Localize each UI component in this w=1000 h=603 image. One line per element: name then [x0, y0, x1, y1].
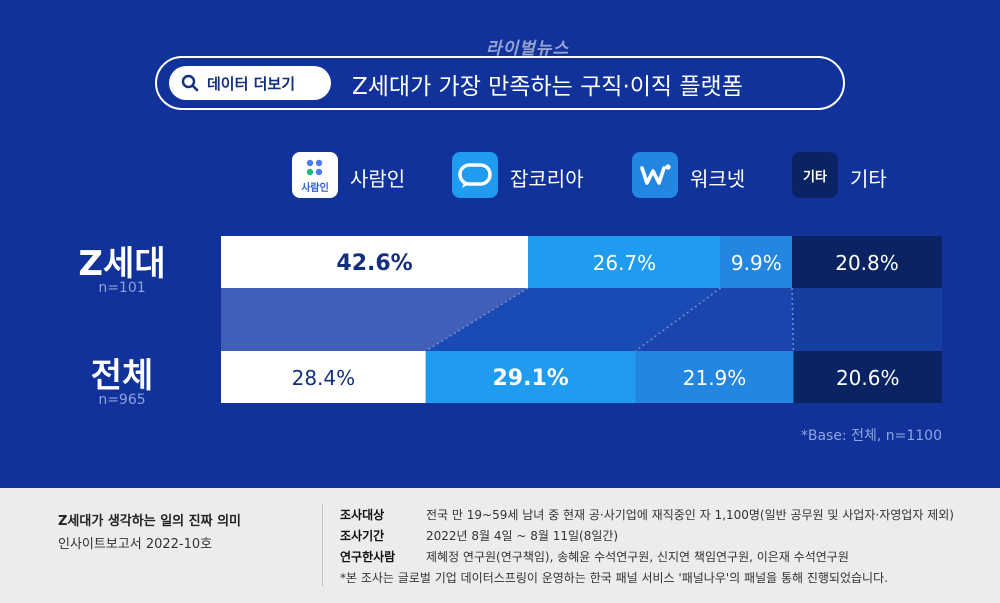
- survey-note: *본 조사는 글로벌 기업 데이터스프링이 운영하는 한국 패널 서비스 '패널…: [340, 571, 888, 585]
- connector-line: [791, 287, 795, 352]
- bar-segment: [720, 236, 793, 288]
- connector-jobkorea: [425, 288, 721, 351]
- row-sample-size-total: n=965: [98, 392, 146, 408]
- stacked-bar-chart: 42.6% 26.7% 9.9% 20.8% 28.4% 29.1% 21.9% 20.6%: [221, 236, 942, 403]
- page-title: Z세대가 가장 만족하는 구직·이직 플랫폼: [352, 74, 743, 100]
- legend-label: 기타: [850, 167, 887, 191]
- legend-label: 사람인: [350, 167, 406, 191]
- bar-segment: [528, 236, 721, 288]
- legend-label: 워크넷: [690, 167, 746, 191]
- data-label: 26.7%: [593, 251, 657, 275]
- data-label: 9.9%: [731, 251, 782, 275]
- report-title: Z세대가 생각하는 일의 진짜 의미: [58, 514, 242, 529]
- info-key: 조사기간: [340, 529, 385, 543]
- infographic-main: 라이벌뉴스 데이터 더보기 Z세대가 가장 만족하는 구직·이직 플랫폼 사람인…: [78, 39, 942, 444]
- legend-label: 잡코리아: [510, 167, 584, 191]
- row-title-gen-z: Z세대: [78, 244, 166, 284]
- bar-segment: [792, 236, 942, 288]
- saramin-logo-text: 사람인: [301, 183, 329, 194]
- data-label: 20.6%: [836, 366, 900, 390]
- search-icon: [181, 74, 199, 92]
- connector-line: [425, 287, 529, 352]
- data-label: 21.9%: [683, 366, 747, 390]
- other-icon: 기타: [792, 152, 838, 198]
- footer: Z세대가 생각하는 일의 진짜 의미 인사이트보고서 2022-10호 조사대상…: [0, 488, 1000, 603]
- saramin-logo-icon: 사람인: [292, 152, 338, 198]
- data-more-label: 데이터 더보기: [207, 75, 296, 93]
- info-value: 2022년 8월 4일 ~ 8월 11일(8일간): [426, 529, 619, 543]
- connector-worknet: [635, 288, 794, 351]
- data-label: 28.4%: [292, 366, 356, 390]
- watermark: 라이벌뉴스: [486, 39, 570, 59]
- bar-segment: [793, 351, 942, 403]
- data-more-button[interactable]: 데이터 더보기: [169, 66, 331, 100]
- divider: [322, 504, 323, 586]
- base-note: *Base: 전체, n=1100: [800, 428, 942, 444]
- jobkorea-logo-icon: [452, 152, 498, 198]
- data-label: 42.6%: [336, 251, 412, 276]
- row-sample-size-gen-z: n=101: [98, 280, 146, 296]
- bar-segment: [221, 351, 426, 403]
- info-key: 연구한사람: [340, 550, 396, 564]
- data-label: 20.8%: [835, 251, 899, 275]
- title-banner: 데이터 더보기 Z세대가 가장 만족하는 구직·이직 플랫폼: [155, 56, 845, 110]
- other-icon-text: 기타: [803, 170, 827, 185]
- bar-segment: [635, 351, 794, 403]
- bar-segment: [425, 351, 636, 403]
- data-label: 29.1%: [493, 366, 569, 391]
- report-subtitle: 인사이트보고서 2022-10호: [58, 537, 213, 552]
- row-title-total: 전체: [90, 356, 154, 396]
- worknet-logo-icon: [632, 152, 678, 198]
- info-key: 조사대상: [340, 508, 385, 522]
- info-value: 제혜정 연구원(연구책임), 송혜윤 수석연구원, 신지연 책임연구원, 이은재…: [426, 550, 849, 564]
- bar-segment: [221, 236, 529, 288]
- info-value: 전국 만 19~59세 남녀 중 현재 공·사기업에 재직중인 자 1,100명…: [426, 508, 954, 522]
